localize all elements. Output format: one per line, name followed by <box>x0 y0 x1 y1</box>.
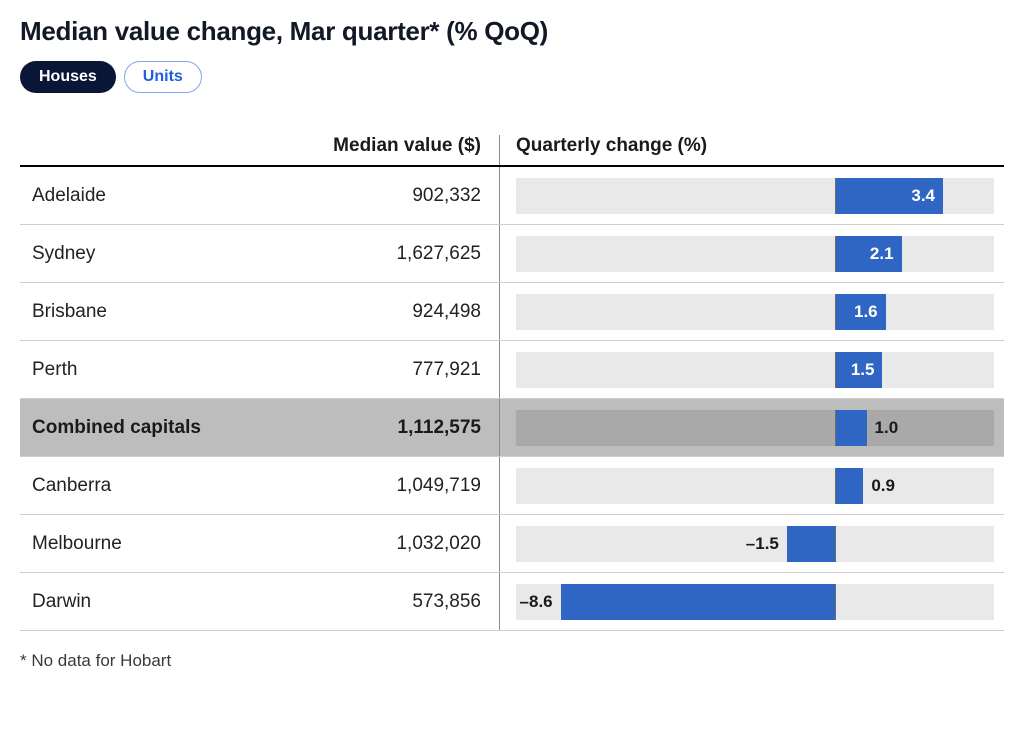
chart: Median value ($) Quarterly change (%) Ad… <box>20 121 1004 631</box>
median-cell: 777,921 <box>280 341 500 398</box>
table-row: Brisbane924,498 1.6 <box>20 283 1004 341</box>
bar-cell: 3.4 <box>500 167 1004 224</box>
axis-zero-line <box>835 468 836 504</box>
bar-cell: –1.5 <box>500 515 1004 572</box>
city-cell: Perth <box>20 359 280 381</box>
table-row: Sydney1,627,625 2.1 <box>20 225 1004 283</box>
bar-fill <box>561 584 835 620</box>
axis-zero-line <box>835 294 836 330</box>
tab-group: HousesUnits <box>20 61 1004 93</box>
table-row: Darwin573,856 –8.6 <box>20 573 1004 631</box>
city-cell: Canberra <box>20 475 280 497</box>
bar-fill <box>835 410 867 446</box>
median-cell: 1,112,575 <box>280 399 500 456</box>
bar-value-label: 2.1 <box>835 236 902 272</box>
bar-value-label: –1.5 <box>738 526 787 562</box>
table-row: Combined capitals1,112,575 1.0 <box>20 399 1004 457</box>
footnote: * No data for Hobart <box>20 651 1004 671</box>
bar-value-label: 1.5 <box>835 352 883 388</box>
table-row: Canberra1,049,719 0.9 <box>20 457 1004 515</box>
bar-cell: 1.6 <box>500 283 1004 340</box>
bar-cell: 1.0 <box>500 399 1004 456</box>
axis-zero-line <box>835 410 836 446</box>
table-row: Perth777,921 1.5 <box>20 341 1004 399</box>
table-row: Adelaide902,332 3.4 <box>20 167 1004 225</box>
city-cell: Adelaide <box>20 185 280 207</box>
bar-cell: 1.5 <box>500 341 1004 398</box>
bar-cell: 0.9 <box>500 457 1004 514</box>
bar-value-label: –8.6 <box>512 584 561 620</box>
bar-cell: 2.1 <box>500 225 1004 282</box>
median-cell: 1,032,020 <box>280 515 500 572</box>
median-cell: 924,498 <box>280 283 500 340</box>
bar-cell: –8.6 <box>500 573 1004 630</box>
bar-value-label: 3.4 <box>835 178 943 214</box>
bar-value-label: 1.6 <box>835 294 886 330</box>
city-cell: Sydney <box>20 243 280 265</box>
bar-value-label: 0.9 <box>863 468 903 504</box>
col-city-header <box>20 157 280 165</box>
median-cell: 902,332 <box>280 167 500 224</box>
chart-title: Median value change, Mar quarter* (% QoQ… <box>20 16 1004 47</box>
bar-value-label: 1.0 <box>867 410 907 446</box>
city-cell: Melbourne <box>20 533 280 555</box>
bar-fill <box>787 526 835 562</box>
col-change-header: Quarterly change (%) <box>500 135 1004 165</box>
col-median-header: Median value ($) <box>280 135 500 165</box>
axis-zero-line <box>835 352 836 388</box>
bar-fill <box>835 468 864 504</box>
table-row: Melbourne1,032,020 –1.5 <box>20 515 1004 573</box>
tab-houses[interactable]: Houses <box>20 61 116 93</box>
city-cell: Darwin <box>20 591 280 613</box>
axis-zero-line <box>835 584 836 620</box>
city-cell: Combined capitals <box>20 417 280 439</box>
tab-units[interactable]: Units <box>124 61 202 93</box>
median-cell: 573,856 <box>280 573 500 630</box>
axis-zero-line <box>835 236 836 272</box>
axis-zero-line <box>835 526 836 562</box>
axis-zero-line <box>835 178 836 214</box>
median-cell: 1,049,719 <box>280 457 500 514</box>
median-cell: 1,627,625 <box>280 225 500 282</box>
city-cell: Brisbane <box>20 301 280 323</box>
table-header: Median value ($) Quarterly change (%) <box>20 121 1004 167</box>
